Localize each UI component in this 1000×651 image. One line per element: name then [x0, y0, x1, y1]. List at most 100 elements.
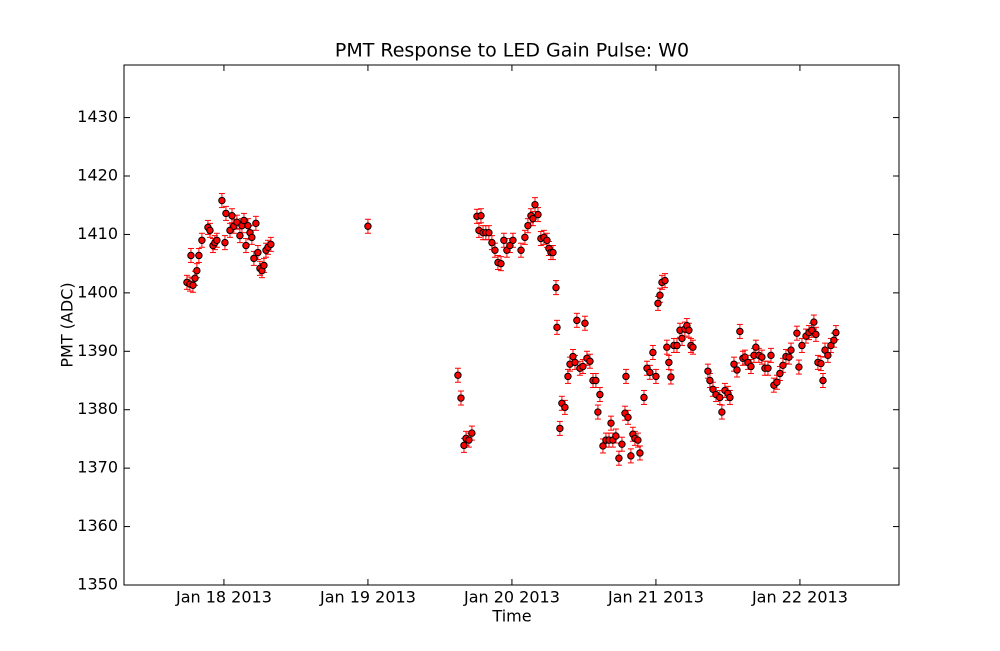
data-point: [726, 393, 734, 402]
data-point: [485, 228, 493, 237]
y-tick-label: 1370: [77, 458, 118, 477]
data-point: [206, 226, 214, 235]
data-point: [468, 429, 476, 437]
data-point: [581, 319, 589, 327]
data-point: [678, 334, 686, 343]
data-point: [534, 210, 542, 219]
data-point: [793, 329, 801, 337]
x-tick-label: Jan 22 2013: [751, 588, 848, 607]
data-point: [773, 378, 781, 386]
data-point: [250, 254, 258, 263]
data-point: [810, 318, 818, 326]
data-point: [599, 442, 607, 450]
data-point: [553, 323, 561, 332]
data-point: [627, 452, 635, 460]
data-point: [704, 367, 712, 375]
data-point: [524, 221, 532, 230]
x-tick-label: Jan 18 2013: [175, 588, 272, 607]
data-point: [509, 236, 517, 244]
data-point: [222, 209, 230, 218]
data-point: [824, 351, 832, 360]
data-point: [764, 364, 772, 372]
data-point: [706, 376, 714, 385]
y-tick-label: 1400: [77, 282, 118, 301]
data-point: [500, 236, 508, 244]
y-tick-label: 1390: [77, 341, 118, 360]
data-point: [667, 373, 675, 381]
data-point: [267, 240, 275, 249]
data-point: [607, 419, 615, 427]
data-point: [640, 393, 648, 402]
data-point: [716, 393, 724, 402]
data-point: [785, 353, 793, 361]
data-point: [465, 436, 473, 444]
data-point: [364, 222, 372, 230]
plot-frame: [123, 64, 900, 586]
y-tick-label: 1410: [77, 224, 118, 243]
data-point: [191, 274, 199, 282]
data-point: [195, 251, 203, 260]
data-point: [244, 221, 252, 230]
data-point: [819, 376, 827, 385]
data-point: [776, 369, 784, 378]
data-point: [552, 283, 560, 292]
data-point: [491, 246, 499, 254]
data-point: [615, 454, 623, 462]
data-point: [556, 424, 564, 433]
data-point: [718, 408, 726, 416]
data-point: [832, 328, 840, 337]
y-tick-label: 1430: [77, 107, 118, 126]
data-point: [636, 449, 644, 457]
data-point: [517, 246, 525, 254]
data-point: [228, 212, 236, 220]
data-point: [812, 330, 820, 339]
data-point: [596, 390, 604, 399]
data-point: [529, 214, 537, 223]
x-tick-label: Jan 21 2013: [607, 588, 704, 607]
data-point: [236, 231, 244, 240]
data-point: [817, 359, 825, 368]
data-point: [193, 266, 201, 275]
data-point: [488, 238, 496, 247]
y-axis-label: PMT (ADC): [58, 282, 77, 367]
data-point: [795, 363, 803, 371]
data-point: [779, 361, 787, 370]
data-point: [549, 248, 557, 257]
y-tick-label: 1360: [77, 516, 118, 535]
data-point: [624, 413, 632, 422]
data-point: [747, 362, 755, 371]
data-point: [189, 281, 197, 289]
data-point: [652, 372, 660, 381]
x-tick-label: Jan 19 2013: [319, 588, 416, 607]
data-point: [689, 343, 697, 351]
data-point: [663, 343, 671, 351]
data-point: [233, 218, 241, 226]
data-point: [242, 241, 250, 250]
data-point: [248, 233, 256, 242]
data-point: [787, 346, 795, 354]
y-tick-label: 1350: [77, 575, 118, 594]
data-point: [733, 366, 741, 374]
data-point: [579, 362, 587, 371]
data-point: [656, 291, 664, 299]
data-point: [198, 236, 206, 244]
data-point: [673, 341, 681, 350]
data-point: [543, 236, 551, 244]
data-point: [730, 360, 738, 368]
chart-title: PMT Response to LED Gain Pulse: W0: [335, 40, 689, 62]
data-point: [252, 219, 260, 228]
data-point: [634, 436, 642, 444]
data-point: [618, 440, 626, 448]
data-point: [752, 343, 760, 351]
data-point: [564, 372, 572, 381]
data-point: [187, 251, 195, 260]
data-point: [646, 368, 654, 377]
data-point: [531, 200, 539, 209]
data-point: [649, 348, 657, 357]
data-point: [736, 327, 744, 336]
y-tick-label: 1380: [77, 399, 118, 418]
data-point: [460, 441, 468, 450]
data-point: [661, 276, 669, 285]
data-point: [798, 341, 806, 350]
